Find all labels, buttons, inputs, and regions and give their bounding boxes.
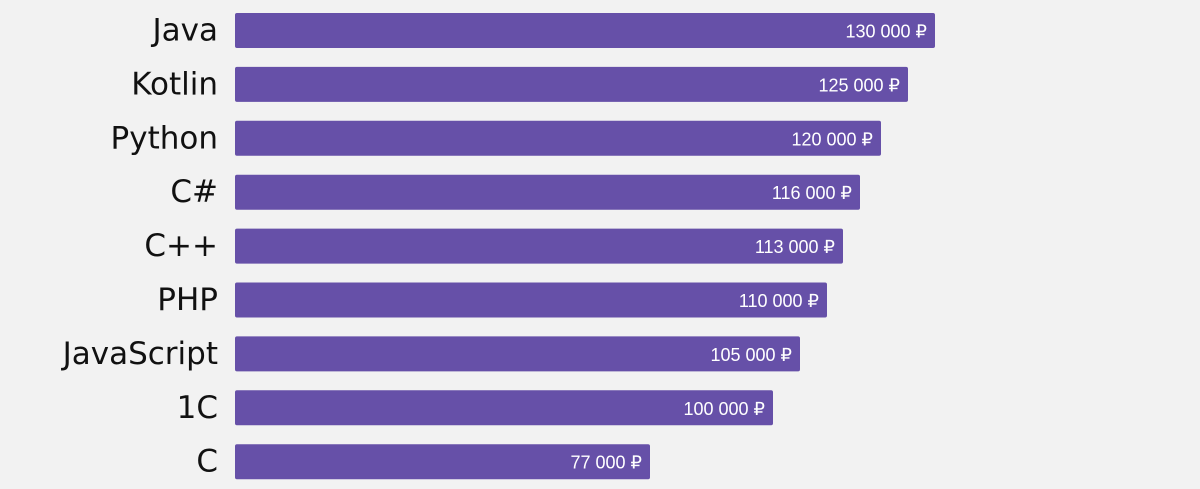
value-label: 130 000 ₽ (845, 22, 927, 42)
value-label: 120 000 ₽ (791, 129, 873, 149)
bar (235, 444, 650, 480)
bar (235, 120, 881, 156)
bar-row: 1C 100 000 ₽ (177, 390, 773, 426)
bar (235, 228, 843, 264)
category-label: 1C (177, 390, 218, 426)
value-label: 113 000 ₽ (755, 237, 835, 257)
category-label: Java (151, 13, 218, 49)
category-label: C++ (144, 228, 218, 264)
value-label: 125 000 ₽ (818, 75, 900, 95)
bar (235, 174, 860, 210)
category-label: PHP (157, 282, 218, 318)
bar (235, 336, 800, 372)
value-label: 110 000 ₽ (739, 291, 819, 311)
value-label: 116 000 ₽ (772, 183, 852, 203)
bar-row: C 77 000 ₽ (196, 444, 650, 480)
bar-row: JavaScript 105 000 ₽ (61, 336, 800, 372)
category-label: C# (170, 174, 218, 210)
category-label: Kotlin (131, 66, 218, 102)
bar-row: Java 130 000 ₽ (151, 13, 935, 49)
value-label: 100 000 ₽ (683, 399, 765, 419)
category-label: C (196, 444, 218, 480)
bar-row: C++ 113 000 ₽ (144, 228, 843, 264)
bar (235, 390, 773, 426)
bars-group: Java 130 000 ₽ Kotlin 125 000 ₽ Python 120 00… (61, 13, 935, 480)
bar (235, 282, 827, 318)
bar-row: Python 120 000 ₽ (111, 120, 881, 156)
bar-row: C# 116 000 ₽ (170, 174, 860, 210)
value-label: 77 000 ₽ (570, 453, 642, 473)
bar-row: PHP 110 000 ₽ (157, 282, 827, 318)
bar (235, 66, 908, 102)
bar-row: Kotlin 125 000 ₽ (131, 66, 908, 102)
category-label: Python (111, 120, 218, 156)
category-label: JavaScript (61, 336, 218, 372)
value-label: 105 000 ₽ (710, 345, 792, 365)
bar (235, 13, 935, 48)
